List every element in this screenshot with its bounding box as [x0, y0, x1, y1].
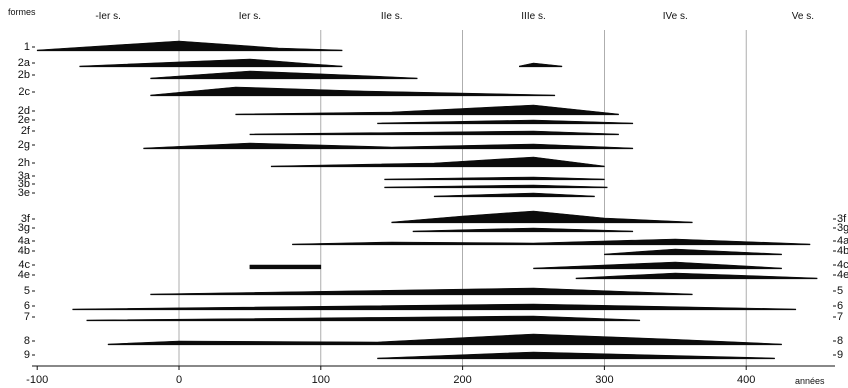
series-shape-9: [377, 351, 775, 360]
series-shape-3a: [384, 176, 605, 181]
series-shape-2f: [249, 130, 619, 136]
row-label-right: 6: [837, 300, 843, 312]
formes-label: formes: [8, 7, 36, 17]
row-label: 3a: [18, 170, 31, 182]
x-axis: -100 0 100 200 300 400: [26, 365, 835, 386]
row-label: 7: [24, 311, 30, 323]
series-shape-3f: [391, 210, 693, 224]
series-shape-1: [36, 40, 343, 52]
row-label: 3b: [18, 178, 30, 190]
row-label-right: 4b: [837, 245, 848, 257]
x-tick-label: 100: [312, 374, 330, 386]
row-label-right: 4a: [837, 235, 848, 247]
century-label: Ier s.: [239, 11, 261, 22]
century-label: IIe s.: [381, 11, 403, 22]
row-label: 6: [24, 300, 30, 312]
x-tick-label: 0: [176, 374, 182, 386]
row-label: 8: [24, 335, 30, 347]
series-shape-7: [86, 315, 641, 322]
row-label: 2g: [18, 139, 30, 151]
series-shape-4c: [533, 261, 782, 270]
row-label-right: 5: [837, 285, 843, 297]
row-label: 9: [24, 349, 30, 361]
century-labels: -Ier s. Ier s. IIe s. IIIe s. IVe s. Ve s.: [95, 11, 814, 22]
series-shape-3e: [433, 192, 595, 198]
x-tick-label: 400: [737, 374, 755, 386]
row-label: 2b: [18, 69, 30, 81]
x-tick-label: 300: [595, 374, 613, 386]
row-label: 2d: [18, 105, 30, 117]
x-tick-label: -100: [26, 374, 48, 386]
series-shape-4a: [292, 238, 811, 246]
row-label: 5: [24, 285, 30, 297]
series-shape-2c: [150, 86, 556, 97]
row-label: 4a: [18, 235, 31, 247]
series-shape-2g: [143, 142, 634, 150]
series-shape-8: [107, 333, 782, 346]
row-label: 2h: [18, 157, 30, 169]
century-label: IVe s.: [663, 11, 688, 22]
row-label: 3f: [21, 213, 31, 225]
series-shape-5: [150, 287, 693, 296]
x-unit-label: années: [795, 376, 825, 386]
series-shape-4e: [575, 272, 818, 280]
century-label: IIIe s.: [521, 11, 545, 22]
row-label-right: 8: [837, 335, 843, 347]
row-label-right: 4c: [837, 259, 848, 271]
series-shape-2h: [270, 156, 605, 168]
series-shape-2a: [518, 62, 563, 68]
grid-lines: [178, 30, 747, 366]
row-label: 3e: [18, 187, 30, 199]
century-label: Ve s.: [792, 11, 814, 22]
century-label: -Ier s.: [95, 11, 121, 22]
row-label: 2f: [21, 125, 31, 137]
row-label: 2c: [18, 86, 30, 98]
row-label-right: 7: [837, 311, 843, 323]
row-label: 3g: [18, 222, 30, 234]
x-tick-label: 200: [453, 374, 471, 386]
row-label-right: 3g: [837, 222, 848, 234]
row-label-right: 9: [837, 349, 843, 361]
chart-series: [36, 40, 818, 360]
series-shape-6: [72, 303, 797, 311]
row-label: 4b: [18, 245, 30, 257]
row-label: 4e: [18, 269, 30, 281]
series-shape-3g: [412, 227, 634, 233]
series-shape-2a: [79, 58, 343, 68]
series-shape-2e: [377, 119, 634, 125]
row-label: 2e: [18, 114, 30, 126]
series-shape-3b: [384, 184, 608, 189]
row-label: 4c: [18, 259, 30, 271]
row-label: 2a: [18, 57, 31, 69]
series-shape-4c: [249, 264, 322, 270]
row-label-right: 4e: [837, 269, 848, 281]
series-shape-2b: [150, 70, 418, 80]
series-shape-4b: [604, 248, 782, 256]
row-label-right: 3f: [837, 213, 847, 225]
row-label: 1: [24, 41, 30, 53]
series-shape-2d: [235, 104, 619, 116]
